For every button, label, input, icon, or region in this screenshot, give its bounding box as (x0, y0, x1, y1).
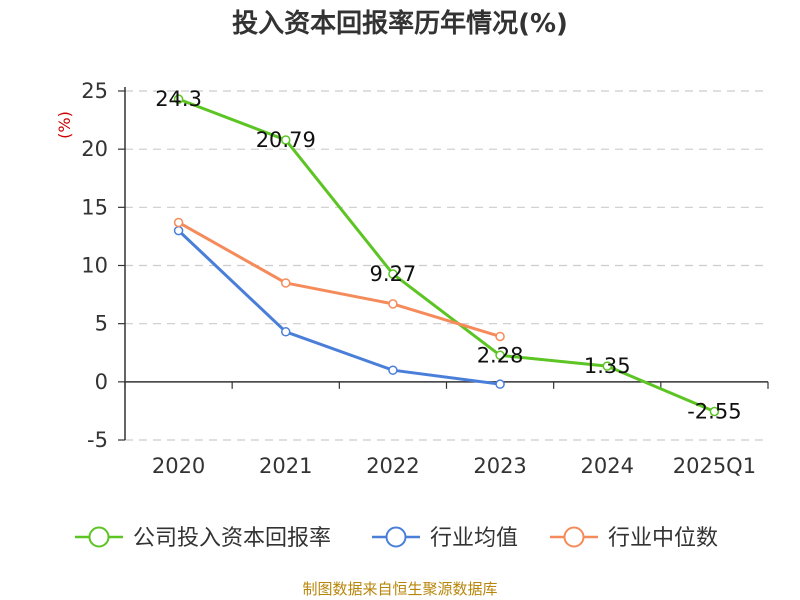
data-point (173, 94, 184, 104)
axes: 25 20 15 10 5 0 -5 2020 2021 2022 2023 2024 2025Q1 (81, 79, 769, 478)
x-tick-label: 2021 (259, 454, 312, 478)
y-tick-label: -5 (87, 428, 108, 452)
y-tick-label: 15 (81, 195, 108, 219)
legend-marker (563, 526, 585, 548)
grid (125, 90, 768, 441)
legend-marker (385, 526, 407, 548)
x-tick-label: 2023 (473, 454, 526, 478)
source-note: 制图数据来自恒生聚源数据库 (302, 580, 497, 598)
data-point (709, 406, 720, 417)
series (173, 94, 720, 417)
y-axis-unit: (%) (55, 111, 74, 139)
data-point (281, 327, 291, 337)
legend-marker (88, 526, 110, 548)
data-point (281, 278, 291, 288)
data-labels: 24.3 20.79 9.27 2.28 1.35 -2.55 (155, 87, 741, 423)
data-point (173, 217, 184, 228)
x-tick-label: 2025Q1 (673, 454, 756, 478)
x-tick-label: 2022 (366, 454, 419, 478)
y-tick-label: 10 (81, 254, 108, 278)
data-point (388, 365, 398, 375)
x-tick-label: 2024 (581, 454, 634, 478)
data-point (173, 225, 184, 236)
y-tick-label: 20 (81, 137, 108, 161)
data-point (495, 379, 505, 389)
data-label: -2.55 (687, 399, 741, 423)
data-point (388, 269, 398, 279)
series-line-0 (178, 97, 716, 413)
series-line-1 (177, 229, 501, 386)
data-point (602, 361, 612, 371)
data-label: 24.3 (155, 87, 202, 111)
data-label: 2.28 (477, 343, 524, 367)
y-tick-label: 5 (95, 312, 108, 336)
legend: 公司投入资本回报率 行业均值 行业中位数 (75, 526, 718, 551)
data-point (281, 135, 291, 145)
chart-title: 投入资本回报率历年情况(%) (232, 8, 568, 39)
legend-label: 行业中位数 (608, 526, 718, 551)
data-label: 9.27 (370, 262, 417, 286)
x-tick-label: 2020 (152, 454, 205, 478)
legend-label: 公司投入资本回报率 (133, 526, 331, 551)
legend-label: 行业均值 (430, 526, 518, 551)
data-point (388, 299, 398, 309)
data-label: 20.79 (256, 128, 316, 152)
series-line-2 (177, 221, 501, 338)
data-label: 1.35 (584, 354, 631, 378)
y-tick-label: 0 (95, 370, 108, 394)
data-point (495, 331, 505, 342)
data-point (495, 350, 505, 361)
y-tick-label: 25 (81, 79, 108, 103)
